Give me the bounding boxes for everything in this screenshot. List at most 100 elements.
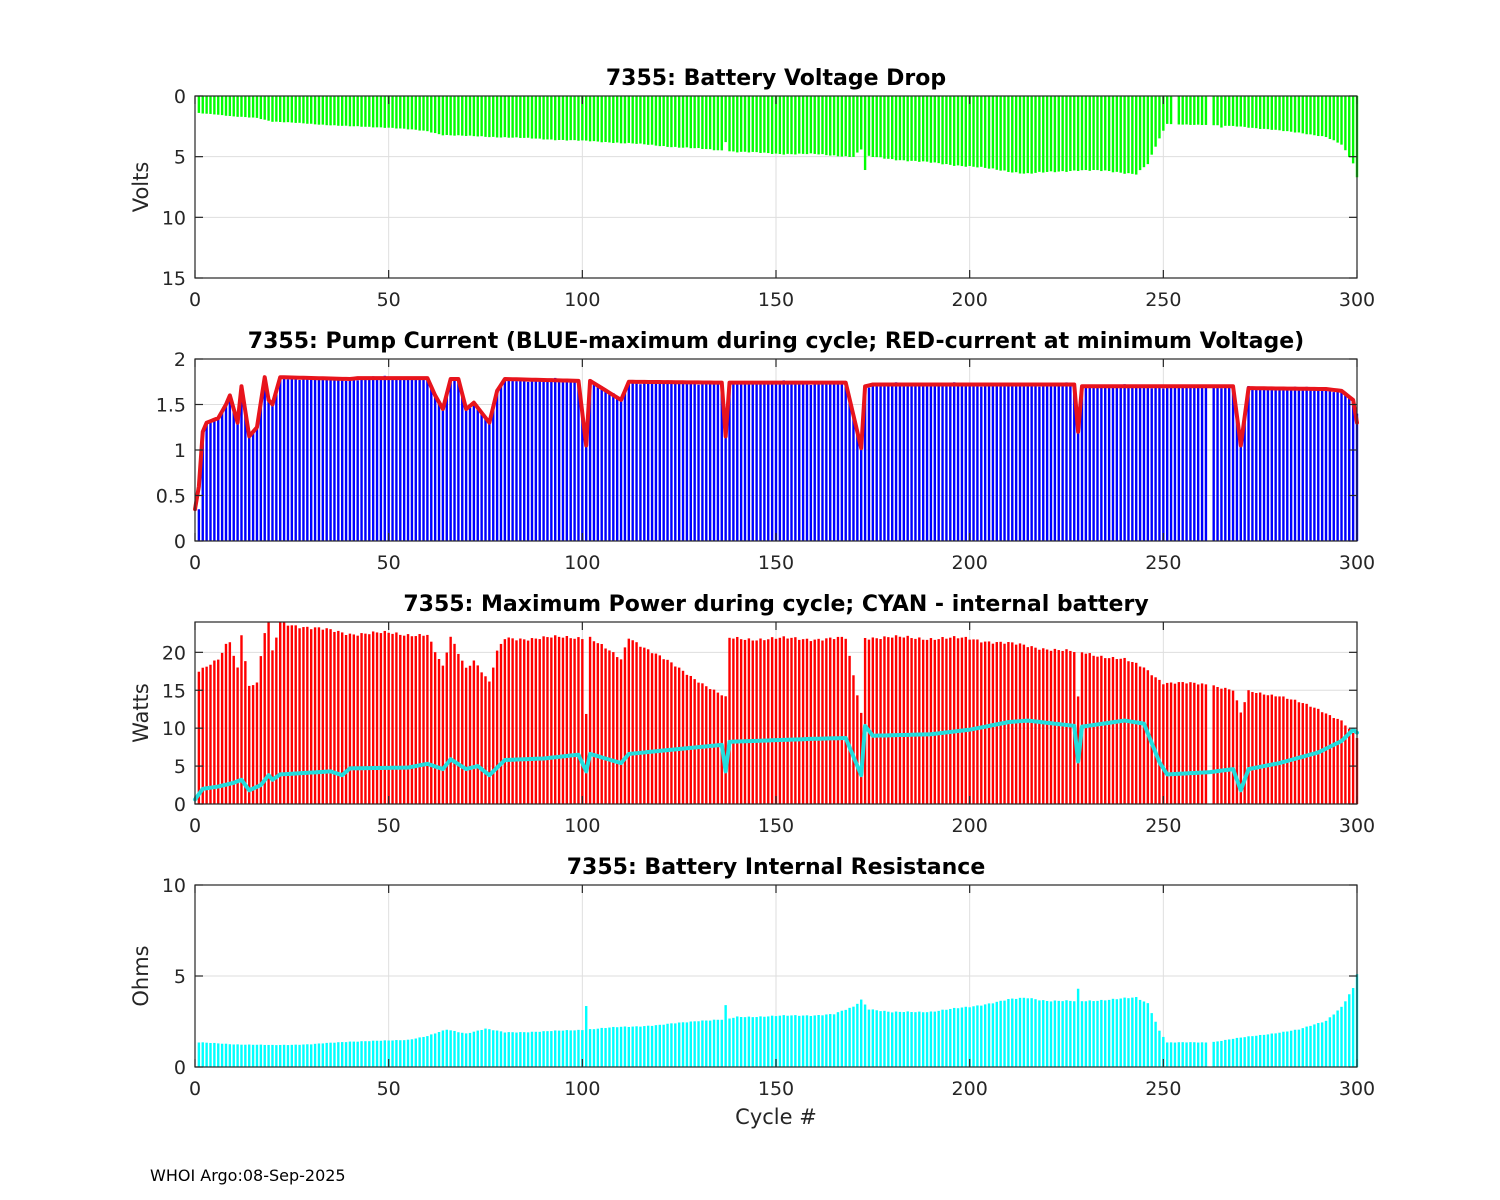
bar bbox=[1200, 96, 1204, 126]
bar bbox=[1289, 96, 1293, 132]
bar bbox=[1317, 388, 1320, 541]
bar bbox=[364, 96, 367, 127]
bar bbox=[430, 641, 433, 804]
bar bbox=[751, 1017, 754, 1067]
bar bbox=[271, 96, 274, 122]
bar bbox=[499, 1031, 503, 1067]
bar bbox=[457, 1032, 460, 1067]
bar bbox=[848, 1007, 851, 1067]
bar bbox=[774, 96, 778, 154]
y-tick-label: 20 bbox=[162, 642, 186, 664]
bar bbox=[457, 653, 460, 804]
bar bbox=[1289, 699, 1293, 804]
bar bbox=[1251, 387, 1254, 541]
bar bbox=[445, 1029, 448, 1067]
bar bbox=[348, 379, 352, 541]
bar bbox=[557, 636, 561, 804]
bar bbox=[1049, 650, 1053, 804]
bar bbox=[1328, 96, 1332, 139]
bar bbox=[561, 380, 565, 541]
bar bbox=[689, 382, 692, 541]
bar bbox=[1111, 96, 1115, 173]
bar bbox=[751, 640, 754, 804]
bar bbox=[1235, 700, 1239, 804]
bar bbox=[983, 96, 987, 168]
bar bbox=[600, 644, 603, 804]
bar bbox=[1251, 692, 1254, 804]
bar bbox=[921, 639, 925, 804]
bar bbox=[1262, 96, 1266, 129]
bar bbox=[1348, 395, 1351, 541]
bar bbox=[534, 1031, 538, 1067]
bar bbox=[751, 96, 754, 152]
bar bbox=[844, 1009, 847, 1067]
bar bbox=[747, 96, 751, 153]
bar bbox=[956, 384, 960, 541]
bar bbox=[801, 639, 805, 804]
x-tick-label: 300 bbox=[1339, 1078, 1375, 1100]
bar bbox=[1189, 384, 1192, 541]
bar bbox=[538, 639, 541, 804]
bar bbox=[875, 638, 878, 804]
bar bbox=[1030, 96, 1033, 174]
bar bbox=[1011, 96, 1014, 173]
bar bbox=[883, 1010, 886, 1067]
bar bbox=[569, 1030, 572, 1067]
bar bbox=[1286, 389, 1289, 541]
bar bbox=[612, 652, 615, 804]
bar bbox=[813, 383, 816, 541]
bar bbox=[430, 384, 433, 541]
bar bbox=[503, 1032, 507, 1067]
bar bbox=[213, 96, 216, 115]
bar bbox=[860, 96, 863, 150]
bar bbox=[201, 96, 204, 114]
bar bbox=[325, 628, 328, 804]
x-tick-label: 250 bbox=[1145, 1078, 1181, 1100]
bar bbox=[1018, 643, 1022, 804]
bar bbox=[406, 378, 410, 541]
bar bbox=[248, 1044, 251, 1067]
y-axis-label: Volts bbox=[129, 162, 153, 213]
bar bbox=[840, 636, 844, 804]
bar bbox=[1324, 713, 1328, 804]
bar bbox=[724, 1005, 727, 1067]
bar bbox=[220, 96, 224, 116]
bar bbox=[523, 1032, 526, 1067]
bar bbox=[561, 96, 565, 140]
bar bbox=[236, 422, 239, 541]
bar bbox=[1220, 688, 1223, 804]
bar bbox=[1034, 96, 1037, 173]
bar bbox=[848, 96, 851, 157]
bar bbox=[1057, 96, 1060, 172]
chart-title: 7355: Battery Voltage Drop bbox=[606, 66, 946, 91]
bar bbox=[1073, 384, 1076, 541]
bar bbox=[515, 96, 518, 138]
bar bbox=[430, 96, 433, 133]
bar bbox=[387, 377, 390, 541]
bar bbox=[1150, 1013, 1153, 1067]
bar bbox=[441, 665, 445, 804]
bar bbox=[798, 639, 801, 804]
bar bbox=[294, 1044, 297, 1067]
bar bbox=[650, 96, 654, 145]
bar bbox=[639, 384, 642, 541]
bar bbox=[821, 384, 824, 541]
bar bbox=[1255, 693, 1258, 804]
bar bbox=[894, 635, 898, 804]
bar bbox=[499, 383, 503, 541]
bar bbox=[1154, 387, 1157, 541]
bar bbox=[1057, 1000, 1060, 1067]
bar bbox=[368, 634, 371, 804]
bar bbox=[1324, 96, 1328, 138]
bar bbox=[964, 1006, 967, 1067]
panel-current: 0 50 100 150 200 250 300 0 0.5 1 1.5 2 7355: Pump Cu… bbox=[156, 329, 1375, 574]
bar bbox=[1247, 385, 1250, 541]
bar bbox=[1239, 444, 1242, 541]
bar bbox=[976, 639, 979, 804]
bar bbox=[585, 446, 588, 541]
bar bbox=[1332, 392, 1335, 541]
bar bbox=[209, 96, 212, 114]
bar bbox=[1073, 96, 1076, 171]
bar bbox=[244, 412, 247, 541]
bar bbox=[743, 383, 747, 541]
